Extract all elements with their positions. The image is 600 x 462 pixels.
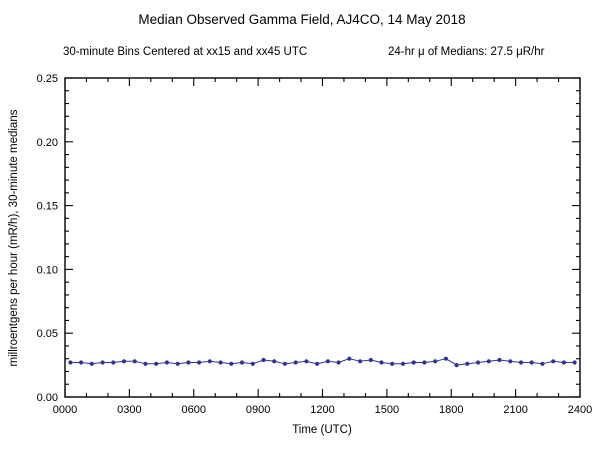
data-point-marker: [100, 360, 105, 365]
data-point-marker: [282, 361, 287, 366]
data-point-marker: [218, 360, 223, 365]
x-tick-label: 2400: [568, 404, 592, 416]
data-point-marker: [497, 357, 502, 363]
data-point-marker: [379, 360, 384, 365]
data-point-marker: [529, 360, 534, 365]
data-point-marker: [272, 359, 277, 364]
data-point-marker: [79, 360, 84, 365]
data-point-marker: [89, 361, 94, 366]
chart-subtitle-bins: 30-minute Bins Centered at xx15 and xx45…: [63, 46, 307, 58]
chart-title: Median Observed Gamma Field, AJ4CO, 14 M…: [138, 12, 465, 27]
data-point-marker: [154, 361, 159, 366]
data-point-marker: [411, 360, 416, 365]
x-axis-label: Time (UTC): [292, 424, 352, 436]
data-point-marker: [304, 359, 309, 364]
x-tick-label: 0600: [182, 404, 206, 416]
data-point-marker: [561, 360, 567, 365]
data-point-marker: [476, 360, 481, 365]
data-point-marker: [293, 360, 298, 365]
y-tick-label: 0.05: [37, 328, 58, 340]
data-point-marker: [229, 361, 234, 366]
x-tick-label: 2100: [503, 404, 527, 416]
data-point-marker: [261, 357, 266, 363]
data-point-marker: [422, 360, 427, 365]
data-point-marker: [111, 360, 116, 365]
data-point-marker: [465, 361, 470, 366]
y-tick-label: 0.20: [37, 137, 58, 149]
data-point-marker: [572, 360, 577, 365]
data-point-marker: [368, 357, 373, 363]
y-axis-label: millroentgens per hour (mR/h), 30-minute…: [8, 109, 20, 366]
data-point-marker: [400, 361, 406, 366]
data-point-marker: [486, 359, 491, 364]
data-point-marker: [132, 359, 137, 364]
data-point-marker: [508, 359, 513, 364]
chart-subtitle-mean: 24-hr μ of Medians: 27.5 μR/hr: [388, 46, 545, 58]
data-point-marker: [443, 356, 448, 361]
data-point-marker: [175, 361, 180, 366]
y-tick-label: 0.15: [37, 201, 58, 213]
data-point-marker: [551, 359, 556, 364]
axis-tick-labels: 0.00 0.05 0.10 0.15 0.20 0.25 0000 0300 0600 0900…: [37, 73, 593, 416]
axis-ticks: [64, 77, 581, 398]
data-point-marker: [433, 359, 438, 364]
data-point-marker: [315, 361, 320, 366]
data-point-marker: [197, 360, 202, 365]
data-point-marker: [121, 359, 127, 364]
x-tick-label: 0000: [53, 404, 77, 416]
x-tick-label: 1200: [310, 404, 334, 416]
data-point-marker: [239, 360, 245, 365]
data-point-marker: [325, 359, 330, 364]
data-point-marker: [336, 360, 341, 365]
data-point-marker: [186, 360, 191, 365]
data-point-marker: [347, 356, 352, 361]
plot-frame: [64, 77, 581, 398]
data-point-marker: [358, 359, 363, 364]
data-point-marker: [68, 360, 73, 365]
data-point-marker: [143, 361, 148, 366]
data-point-marker: [540, 361, 545, 366]
data-point-marker: [518, 360, 524, 365]
data-series: [68, 356, 577, 368]
y-tick-label: 0.25: [37, 73, 58, 85]
data-point-marker: [390, 361, 395, 366]
x-tick-label: 0900: [246, 404, 270, 416]
x-tick-label: 1500: [375, 404, 399, 416]
x-tick-label: 0300: [117, 404, 141, 416]
y-tick-label: 0.00: [37, 392, 58, 404]
y-tick-label: 0.10: [37, 264, 58, 276]
data-point-marker: [207, 359, 212, 364]
data-point-marker: [454, 363, 459, 368]
data-point-marker: [164, 360, 169, 365]
x-tick-label: 1800: [439, 404, 463, 416]
data-point-marker: [250, 361, 255, 366]
